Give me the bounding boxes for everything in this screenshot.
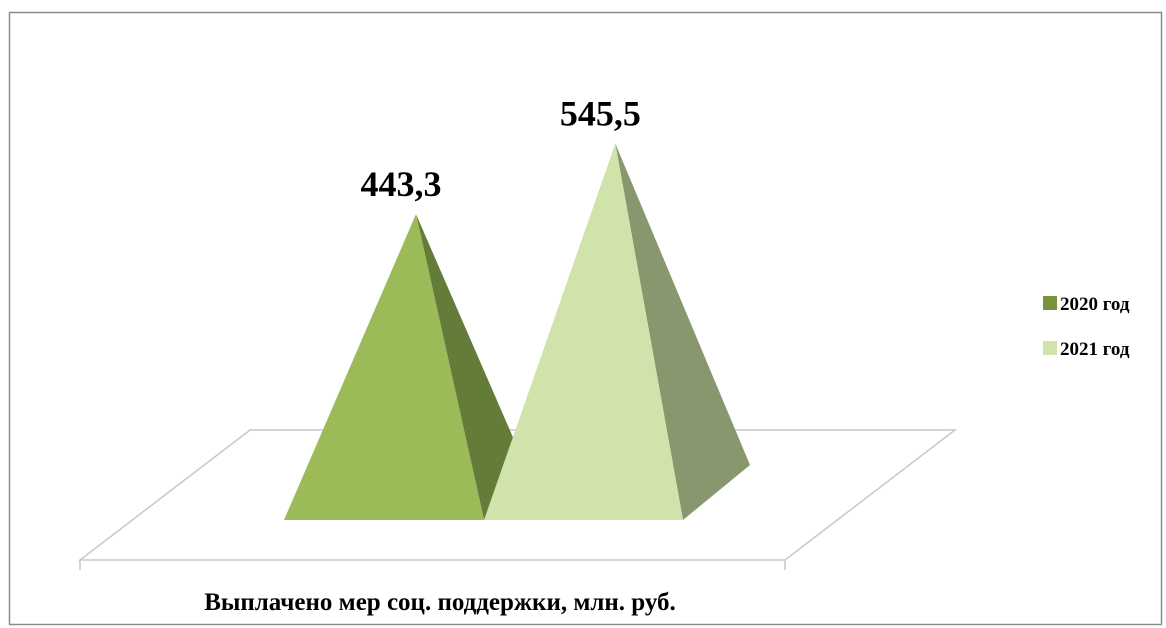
pyramid-front-1 — [484, 143, 683, 521]
legend-label-2021: 2021 год — [1060, 339, 1130, 360]
pyramid-side-0 — [416, 214, 525, 521]
category-label: Выплачено мер соц. поддержки, млн. руб. — [204, 589, 676, 616]
chart-marks: 443,3 545,5 — [284, 94, 750, 521]
legend-swatch-2020 — [1043, 296, 1057, 310]
value-label-1: 545,5 — [560, 94, 641, 134]
pyramid-side-1 — [615, 143, 750, 521]
legend: 2020 год 2021 год — [1043, 294, 1130, 360]
pyramid-front-0 — [284, 214, 484, 521]
legend-swatch-2021 — [1043, 341, 1057, 355]
legend-label-2020: 2020 год — [1060, 294, 1130, 315]
value-label-0: 443,3 — [361, 164, 442, 204]
